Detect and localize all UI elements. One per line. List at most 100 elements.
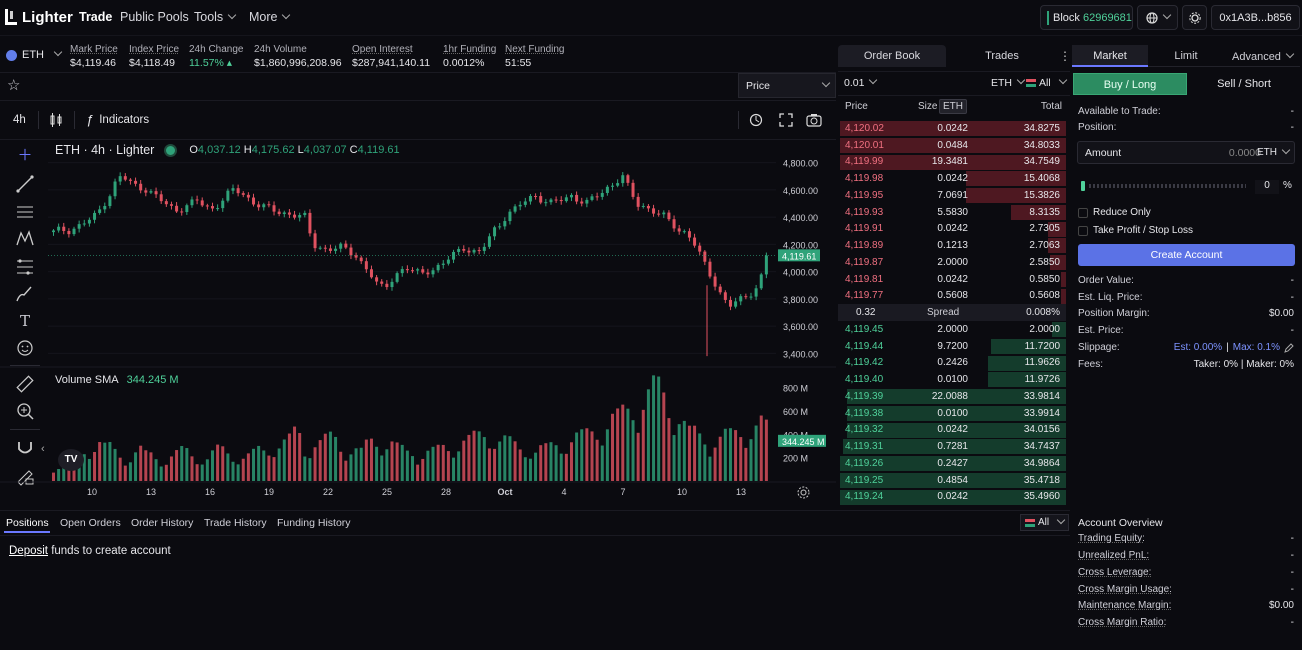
trendline-icon[interactable] bbox=[14, 173, 36, 195]
amount-field[interactable]: Amount 0.0000 ETH bbox=[1077, 141, 1295, 164]
wallet-button[interactable]: 0x1A3B...b856 bbox=[1211, 5, 1300, 30]
brush-icon[interactable] bbox=[14, 283, 36, 305]
magnet-icon[interactable] bbox=[14, 437, 36, 459]
size-unit-badge[interactable]: ETH bbox=[939, 99, 967, 114]
ask-row[interactable]: 4,119.95 7.0691 15.3826 bbox=[838, 187, 1066, 204]
amount-unit-select[interactable]: ETH bbox=[1257, 145, 1291, 158]
nav-trade[interactable]: Trade bbox=[79, 10, 113, 24]
star-icon[interactable]: ☆ bbox=[7, 77, 21, 94]
nav-more[interactable]: More bbox=[249, 10, 291, 24]
row-total: 34.7437 bbox=[1023, 441, 1060, 453]
zoom-in-icon[interactable] bbox=[14, 400, 36, 422]
crosshair-icon[interactable]: ＋ bbox=[17, 147, 33, 164]
ask-row[interactable]: 4,119.99 19.3481 34.7549 bbox=[838, 154, 1066, 171]
tab-funding-history[interactable]: Funding History bbox=[277, 517, 351, 529]
bid-row[interactable]: 4,119.38 0.0100 33.9914 bbox=[838, 405, 1066, 422]
bid-row[interactable]: 4,119.45 2.0000 2.0000 bbox=[838, 321, 1066, 338]
chart-settings-icon[interactable] bbox=[797, 486, 810, 499]
more-options-icon[interactable]: ⋮ bbox=[1059, 49, 1071, 63]
deposit-text: funds to create account bbox=[48, 545, 171, 557]
tab-positions[interactable]: Positions bbox=[6, 517, 49, 529]
candle-body bbox=[431, 270, 435, 275]
bid-row[interactable]: 4,119.26 0.2427 34.9864 bbox=[838, 455, 1066, 472]
buy-long-button[interactable]: Buy / Long bbox=[1073, 73, 1187, 95]
slider-tick bbox=[1117, 184, 1119, 188]
bid-row[interactable]: 4,119.42 0.2426 11.9626 bbox=[838, 355, 1066, 372]
slider-handle[interactable] bbox=[1081, 181, 1085, 191]
deposit-link[interactable]: Deposit bbox=[9, 545, 48, 557]
tab-order-book[interactable]: Order Book bbox=[838, 45, 946, 67]
ask-row[interactable]: 4,119.93 5.5830 8.3135 bbox=[838, 204, 1066, 221]
ask-row[interactable]: 4,119.77 0.5608 0.5608 bbox=[838, 288, 1066, 305]
tpsl-checkbox[interactable]: Take Profit / Stop Loss bbox=[1078, 225, 1193, 236]
volume-bar bbox=[134, 452, 138, 481]
camera-icon[interactable] bbox=[806, 113, 822, 127]
side-filter-select[interactable]: All bbox=[1026, 75, 1067, 89]
settings-button[interactable] bbox=[1182, 5, 1207, 30]
tab-advanced[interactable]: Advanced bbox=[1232, 49, 1295, 63]
asset-select[interactable]: ETH bbox=[991, 75, 1026, 89]
nav-public-pools[interactable]: Public Pools bbox=[120, 10, 189, 24]
sell-short-button[interactable]: Sell / Short bbox=[1217, 78, 1271, 90]
tab-trades[interactable]: Trades bbox=[985, 50, 1019, 62]
slippage-control[interactable]: Est: 0.00% | Max: 0.1% bbox=[1174, 342, 1294, 353]
horizontal-lines-icon[interactable] bbox=[14, 201, 36, 223]
tab-order-history[interactable]: Order History bbox=[131, 517, 194, 529]
est-price-value: - bbox=[1290, 325, 1294, 336]
candle-body bbox=[380, 281, 384, 284]
divider bbox=[10, 365, 40, 366]
reduce-only-checkbox[interactable]: Reduce Only bbox=[1078, 207, 1151, 218]
bid-row[interactable]: 4,119.44 9.7200 11.7200 bbox=[838, 338, 1066, 355]
ask-row[interactable]: 4,120.02 0.0242 34.8275 bbox=[838, 120, 1066, 137]
slider-percent-input[interactable]: 0 bbox=[1255, 180, 1279, 194]
indicators-button[interactable]: ƒ Indicators bbox=[86, 112, 149, 127]
candle-body bbox=[308, 212, 312, 234]
ruler-icon[interactable] bbox=[14, 373, 36, 395]
nav-tools[interactable]: Tools bbox=[194, 10, 237, 24]
ask-row[interactable]: 4,119.91 0.0242 2.7305 bbox=[838, 221, 1066, 238]
tab-trade-history[interactable]: Trade History bbox=[204, 517, 267, 529]
trading-equity-label: Trading Equity: bbox=[1078, 533, 1145, 544]
slider-track bbox=[1081, 181, 1247, 191]
bid-row[interactable]: 4,119.31 0.7281 34.7437 bbox=[838, 438, 1066, 455]
ask-row[interactable]: 4,119.87 2.0000 2.5850 bbox=[838, 254, 1066, 271]
price-type-select[interactable]: Price bbox=[738, 73, 836, 98]
bid-row[interactable]: 4,119.25 0.4854 35.4718 bbox=[838, 472, 1066, 489]
price-chart[interactable]: 4,800.00 4,600.00 4,400.00 4,200.00 4,000.00… bbox=[0, 101, 836, 506]
collapse-toolbar-icon[interactable]: ‹ bbox=[41, 443, 45, 455]
edit-icon[interactable] bbox=[1284, 342, 1294, 353]
bid-row[interactable]: 4,119.32 0.0242 34.0156 bbox=[838, 422, 1066, 439]
text-icon[interactable]: T bbox=[19, 312, 30, 330]
bid-row[interactable]: 4,119.40 0.0100 11.9726 bbox=[838, 371, 1066, 388]
positions-filter-select[interactable]: All bbox=[1020, 514, 1070, 531]
ask-row[interactable]: 4,120.01 0.0484 34.8033 bbox=[838, 137, 1066, 154]
create-account-button[interactable]: Create Account bbox=[1078, 244, 1295, 266]
tab-limit[interactable]: Limit bbox=[1174, 50, 1198, 62]
ask-row[interactable]: 4,119.81 0.0242 0.5850 bbox=[838, 271, 1066, 288]
size-slider[interactable] bbox=[1081, 181, 1247, 191]
tick-size-select[interactable]: 0.01 bbox=[844, 75, 878, 89]
row-total: 35.4960 bbox=[1023, 491, 1060, 503]
language-button[interactable] bbox=[1137, 5, 1178, 30]
candle-body bbox=[549, 199, 553, 203]
price-tick: 4,800.00 bbox=[783, 159, 818, 169]
fullscreen-icon[interactable] bbox=[779, 113, 793, 127]
row-total: 11.9726 bbox=[1024, 374, 1060, 386]
candles-icon[interactable] bbox=[49, 113, 63, 127]
interval-button[interactable]: 4h bbox=[13, 114, 26, 126]
pattern-icon[interactable] bbox=[14, 228, 36, 250]
emoji-icon[interactable] bbox=[14, 337, 36, 359]
ask-row[interactable]: 4,119.89 0.1213 2.7063 bbox=[838, 237, 1066, 254]
bid-row[interactable]: 4,119.39 22.0088 33.9814 bbox=[838, 388, 1066, 405]
volume-bar bbox=[513, 441, 517, 481]
ask-row[interactable]: 4,119.98 0.0242 15.4068 bbox=[838, 170, 1066, 187]
bid-row[interactable]: 4,119.24 0.0242 35.4960 bbox=[838, 489, 1066, 506]
tab-market[interactable]: Market bbox=[1072, 45, 1148, 67]
logo[interactable]: Lighter bbox=[4, 8, 73, 26]
row-price: 4,119.42 bbox=[845, 357, 884, 369]
tab-open-orders[interactable]: Open Orders bbox=[60, 517, 121, 529]
replay-icon[interactable] bbox=[749, 112, 764, 127]
candle-body bbox=[185, 205, 189, 212]
fib-icon[interactable] bbox=[14, 256, 36, 278]
market-selector[interactable]: ETH bbox=[6, 47, 63, 61]
